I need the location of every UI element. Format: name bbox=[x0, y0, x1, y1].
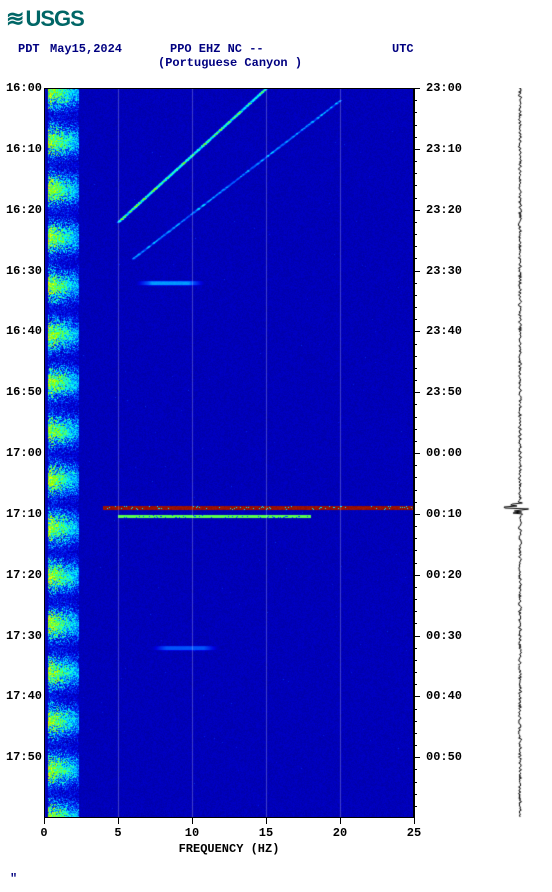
logo-wave-icon: ≋ bbox=[6, 6, 23, 32]
header-date: May15,2024 bbox=[50, 42, 122, 56]
left-axis-pdt: 16:0016:1016:2016:3016:4016:5017:0017:10… bbox=[0, 88, 44, 818]
spectrogram-canvas bbox=[44, 88, 414, 818]
usgs-logo: ≋USGS bbox=[6, 6, 84, 32]
header-tz-right: UTC bbox=[392, 42, 414, 56]
right-axis-utc: 23:0023:1023:2023:3023:4023:5000:0000:10… bbox=[424, 88, 474, 818]
header-tz-left: PDT bbox=[18, 42, 40, 56]
seismic-trace bbox=[498, 88, 542, 818]
header-location: (Portuguese Canyon ) bbox=[158, 56, 302, 70]
spectrogram-plot bbox=[44, 88, 414, 818]
x-axis-label: FREQUENCY (HZ) bbox=[179, 842, 280, 856]
x-axis: 0510152025 FREQUENCY (HZ) bbox=[44, 818, 414, 848]
header-station: PPO EHZ NC -- bbox=[170, 42, 264, 56]
logo-text: USGS bbox=[25, 6, 83, 31]
footer-mark: " bbox=[10, 872, 17, 886]
